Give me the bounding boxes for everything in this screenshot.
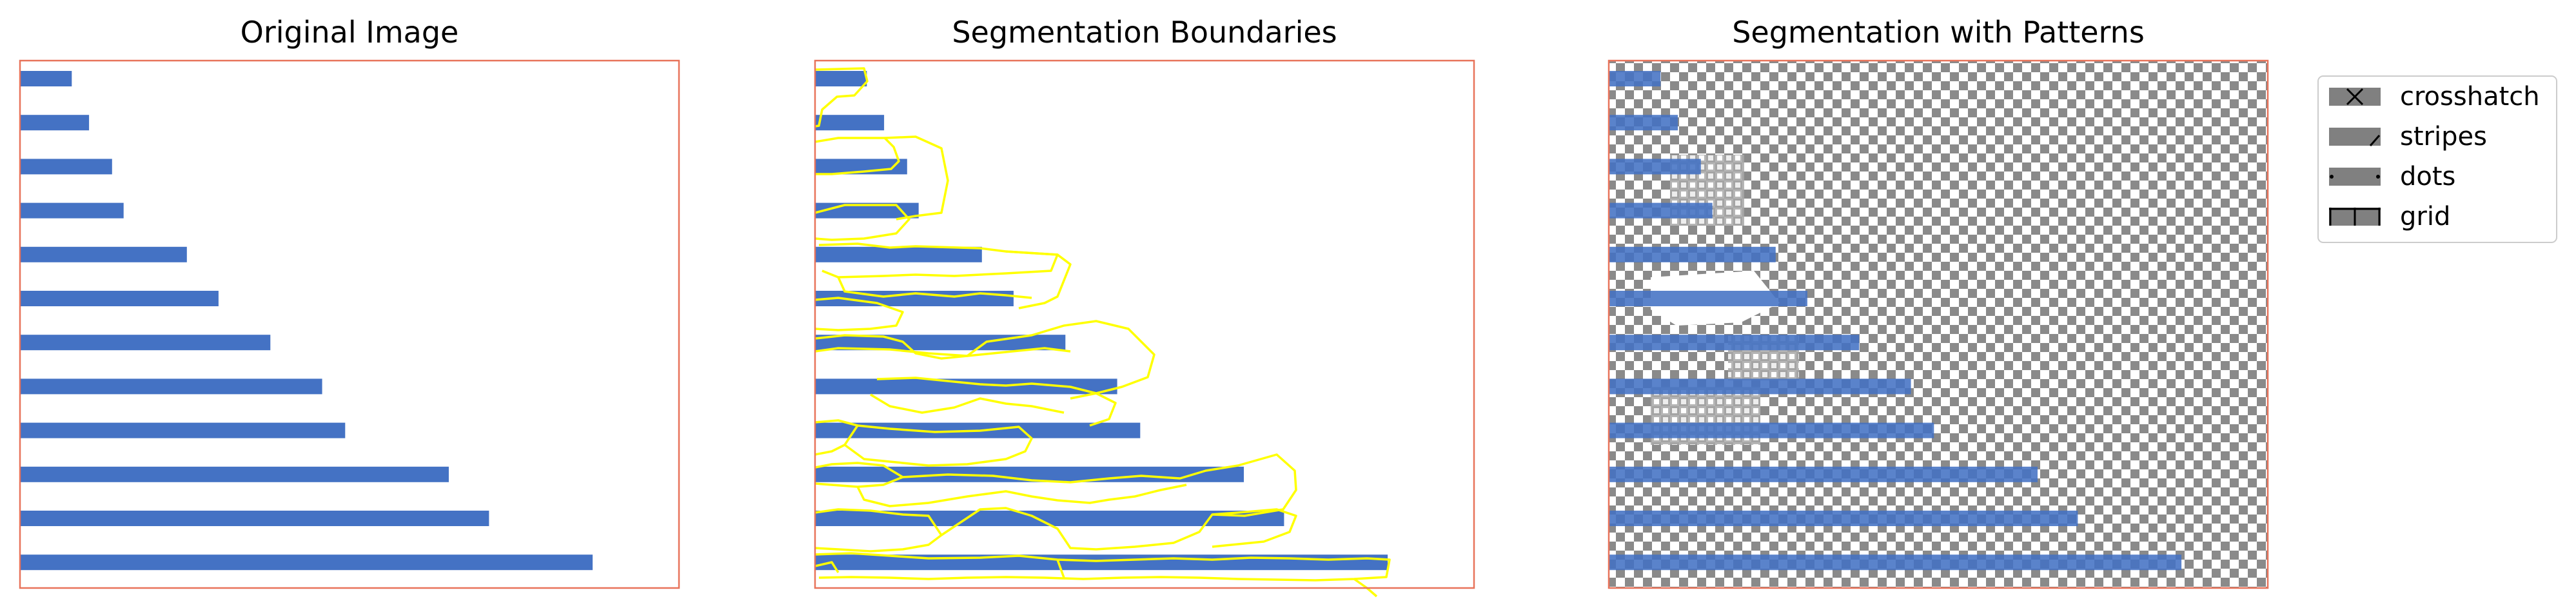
boundary-2: [814, 137, 900, 175]
bar-4: [1609, 202, 1713, 219]
boundary-5: [818, 242, 1059, 279]
bar-8: [1609, 378, 1911, 395]
boundary-21: [1056, 559, 1065, 578]
bar-3: [20, 159, 112, 175]
boundary-23: [814, 561, 840, 573]
bar-9: [20, 422, 346, 438]
legend-label-stripes: stripes: [2400, 122, 2487, 152]
legend-entry-crosshatch: crosshatch: [2329, 82, 2540, 112]
boundary-10: [814, 347, 1071, 357]
stripes-icon: [2329, 128, 2381, 146]
boundary-14: [843, 424, 1033, 467]
plot-area-boundaries: [815, 61, 1474, 588]
dots-icon: [2329, 168, 2381, 186]
boundary-4: [814, 204, 910, 241]
boundary-17: [856, 484, 1187, 507]
boundary-11: [876, 377, 1117, 427]
panel-title-boundaries: Segmentation Boundaries: [952, 15, 1337, 50]
legend-entry-stripes: stripes: [2329, 122, 2487, 152]
legend-frame: [2317, 75, 2557, 243]
plot-area-original: [20, 61, 679, 588]
boundary-20: [814, 552, 1391, 582]
panel-boundaries: Segmentation Boundaries: [814, 15, 1475, 598]
boundary-3: [884, 135, 949, 221]
bar-10: [20, 466, 449, 482]
crosshatch-icon: [2329, 88, 2381, 106]
bar-group-patterns: [1609, 71, 2182, 571]
boundary-8: [814, 297, 904, 331]
bar-11: [20, 511, 489, 526]
boundary-13: [814, 419, 859, 456]
bar-2: [20, 115, 90, 131]
bar-5: [20, 246, 187, 262]
boundary-7: [837, 277, 1032, 299]
boundary-19: [941, 507, 1297, 551]
grid-icon: [2329, 208, 2381, 226]
boundary-9: [814, 320, 1155, 400]
bar-7: [1609, 335, 1860, 351]
legend-entry-grid: grid: [2329, 202, 2450, 231]
bar-5: [1609, 246, 1776, 262]
bar-1: [20, 71, 72, 86]
pattern-region-checker: [1609, 61, 2268, 588]
plot-frame-original: [19, 59, 680, 589]
bar-12: [1609, 554, 2182, 571]
bar-1: [815, 71, 867, 86]
bar-10: [1609, 466, 2038, 482]
bar-5: [815, 246, 982, 262]
bar-1: [1609, 71, 1661, 86]
boundary-6: [1005, 250, 1072, 309]
bar-6: [20, 291, 219, 306]
boundary-1: [814, 67, 869, 128]
bar-8: [20, 378, 322, 395]
bar-2: [1609, 115, 1678, 131]
boundary-16: [902, 453, 1297, 517]
legend-label-grid: grid: [2400, 202, 2450, 231]
bar-4: [20, 202, 124, 219]
panel-title-patterns: Segmentation with Patterns: [1732, 15, 2145, 50]
bar-6: [1609, 291, 1807, 306]
panel-patterns: Segmentation with Patterns: [1608, 15, 2269, 589]
bar-3: [1609, 159, 1701, 175]
bar-group-original: [20, 71, 593, 571]
boundary-12: [870, 393, 1065, 414]
legend-entry-dots: dots: [2329, 162, 2455, 191]
legend-label-crosshatch: crosshatch: [2400, 82, 2540, 112]
bar-9: [1609, 422, 1934, 438]
legend-label-dots: dots: [2400, 162, 2455, 191]
plot-frame-patterns: [1608, 59, 2269, 589]
panel-original: Original Image: [19, 15, 680, 589]
plot-frame-boundaries: [814, 59, 1475, 589]
bar-2: [815, 115, 885, 131]
legend: crosshatch stripes dots: [2317, 75, 2557, 243]
bar-7: [20, 335, 271, 351]
bar-12: [20, 554, 593, 571]
panel-title-original: Original Image: [241, 15, 459, 50]
bar-11: [1609, 511, 2078, 526]
